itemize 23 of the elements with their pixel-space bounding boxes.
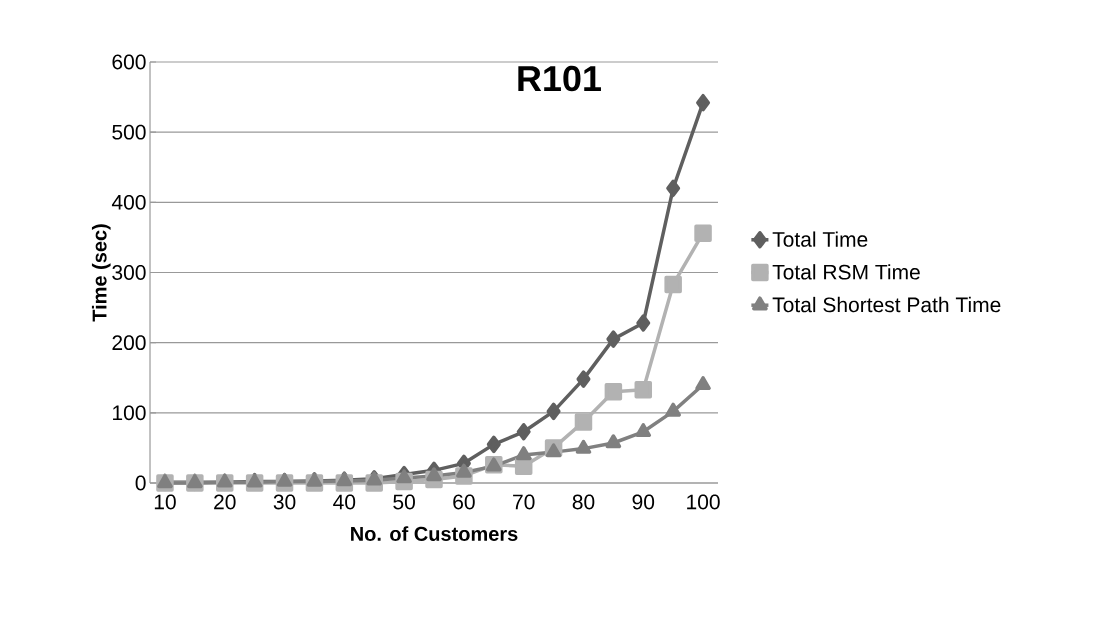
y-tick-label: 100 <box>113 405 146 421</box>
x-axis-title: No. of Customers <box>351 526 518 541</box>
x-tick-label: 90 <box>632 494 655 510</box>
x-tick-label: 50 <box>393 494 415 510</box>
x-tick-label: 70 <box>513 494 535 510</box>
x-tick-label: 20 <box>214 494 236 510</box>
y-tick-label: 300 <box>112 265 146 280</box>
chart-title: R101 <box>518 65 601 92</box>
x-tick-label: 80 <box>572 494 595 510</box>
x-tick-label: 100 <box>687 494 720 510</box>
legend-label: Total RSM Time <box>772 264 920 280</box>
x-tick-label: 30 <box>273 494 296 510</box>
legend-label: Total Time <box>772 231 868 247</box>
x-tick-label: 60 <box>453 494 475 510</box>
y-tick-label: 200 <box>112 335 146 351</box>
y-tick-label: 600 <box>112 54 146 70</box>
y-axis-title: Time (sec) <box>91 224 111 322</box>
y-tick-label: 0 <box>135 475 146 491</box>
x-tick-label: 40 <box>333 494 356 510</box>
legend-label: Total Shortest Path Time <box>772 296 1001 313</box>
y-tick-label: 400 <box>111 194 146 210</box>
x-tick-label: 10 <box>154 494 176 510</box>
y-tick-label: 500 <box>112 124 146 140</box>
